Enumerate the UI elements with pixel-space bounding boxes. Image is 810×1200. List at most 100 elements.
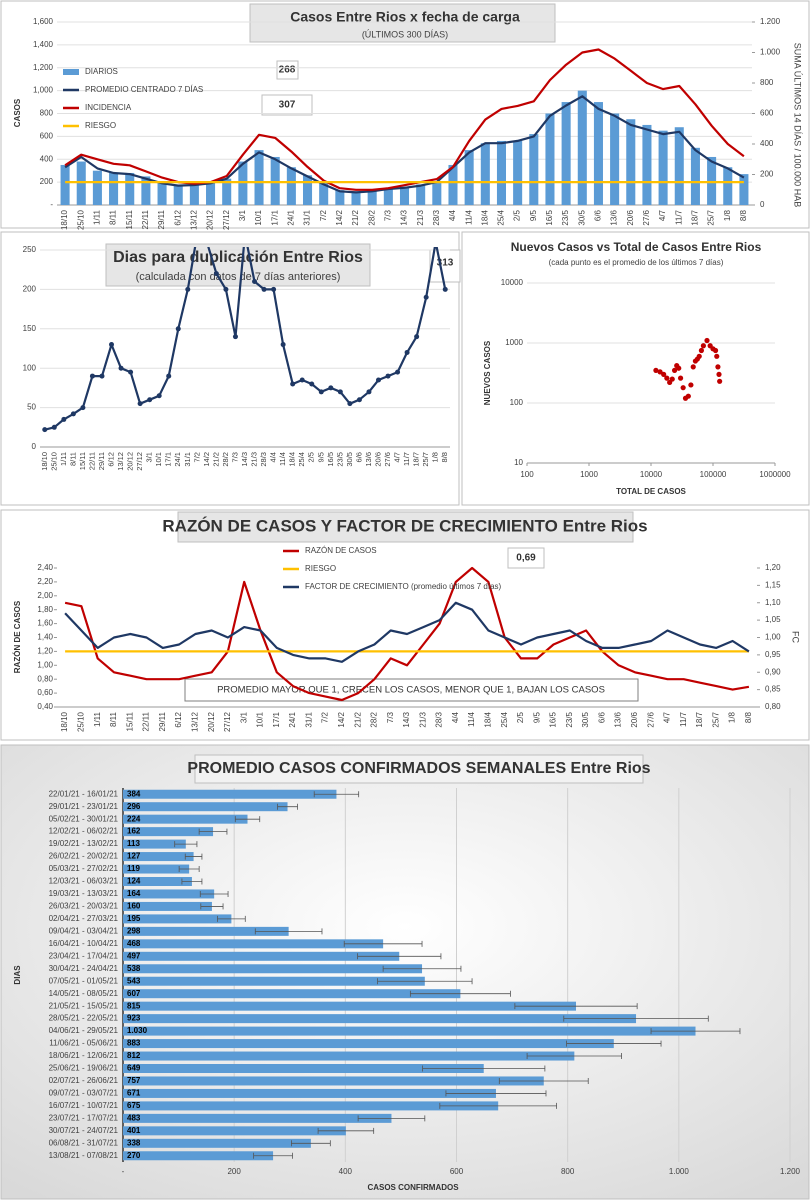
x-tick-label: 27/12 <box>135 452 144 471</box>
y-axis-label: NUEVOS CASOS <box>483 340 492 405</box>
bar <box>123 901 212 911</box>
point <box>716 371 722 377</box>
error-bar <box>563 1015 709 1022</box>
x-tick-label: 20/6 <box>630 711 639 727</box>
error-bar <box>343 940 423 947</box>
y-tick-label: 1,200 <box>33 63 54 72</box>
marker <box>80 405 86 411</box>
x-tick-label: 3/1 <box>239 711 248 723</box>
marker <box>299 377 305 383</box>
x-tick-label: 1/8 <box>723 209 732 221</box>
legend-swatch <box>63 69 79 75</box>
x-tick-label: 200 <box>227 1167 241 1176</box>
x-tick-label: 31/1 <box>304 711 313 727</box>
x-tick-label: 8/8 <box>739 209 748 221</box>
bar <box>123 1151 274 1161</box>
x-tick-label: - <box>122 1167 125 1176</box>
marker <box>175 326 181 332</box>
x-tick-label: 13/12 <box>190 711 199 732</box>
panel <box>461 231 810 506</box>
point <box>653 367 659 373</box>
error-bar <box>317 1127 375 1134</box>
error-bar <box>199 890 229 897</box>
x-tick-label: 6/12 <box>106 452 115 467</box>
y-tick-label: 12/02/21 - 06/02/21 <box>49 827 119 836</box>
chart-title: Casos Entre Rios x fecha de carga <box>290 9 520 25</box>
y-tick-label: 18/06/21 - 12/06/21 <box>49 1051 119 1060</box>
value-label: 160 <box>127 902 141 911</box>
marker <box>70 411 76 417</box>
bar <box>123 1026 696 1036</box>
x-tick-label: 25/4 <box>297 452 306 467</box>
x-tick-label: 6/6 <box>597 711 606 723</box>
y-tick-label: 14/05/21 - 08/05/21 <box>49 989 119 998</box>
bar <box>189 184 199 205</box>
x-tick-label: 10/1 <box>154 452 163 467</box>
point <box>669 376 675 382</box>
error-bar <box>178 866 200 873</box>
point <box>685 393 691 399</box>
x-tick-label: 18/7 <box>412 452 421 467</box>
annotation-box <box>429 249 461 283</box>
x-tick-label: 7/3 <box>386 711 395 723</box>
bar <box>642 124 652 205</box>
annotation: 0,69 <box>516 553 536 564</box>
y-tick-label: 26/02/21 - 20/02/21 <box>49 852 119 861</box>
bar <box>690 147 700 205</box>
y-tick-label: 0,80 <box>765 702 781 711</box>
x-tick-label: 15/11 <box>125 209 134 229</box>
x-tick-label: 3/1 <box>238 209 247 221</box>
x-tick-label: 1/11 <box>93 711 102 727</box>
bar <box>383 187 393 205</box>
x-tick-label: 11/7 <box>674 209 683 225</box>
marker <box>128 369 134 375</box>
bar <box>123 1088 496 1098</box>
y-tick-label: 400 <box>760 139 774 148</box>
bar <box>123 1138 311 1148</box>
y-tick-label: 23/04/21 - 17/04/21 <box>49 951 119 960</box>
y-tick-label: 19/02/21 - 13/02/21 <box>49 839 119 848</box>
x-tick-label: 23/5 <box>561 209 570 225</box>
point <box>700 343 706 349</box>
x-tick-label: 6/12 <box>174 711 183 727</box>
bar <box>335 190 345 205</box>
x-tick-label: 24/1 <box>288 711 297 727</box>
bar <box>496 140 507 205</box>
value-label: 298 <box>127 926 141 935</box>
x-tick-label: 4/4 <box>448 209 457 221</box>
x-tick-label: 7/3 <box>230 452 239 462</box>
x-tick-label: 2/5 <box>513 209 522 221</box>
value-label: 923 <box>127 1014 141 1023</box>
marker <box>223 286 229 292</box>
bar <box>561 102 571 205</box>
bar <box>577 90 587 205</box>
series-line <box>64 566 750 702</box>
x-tick-label: 14/3 <box>240 452 249 467</box>
x-tick-label: 25/7 <box>421 452 430 467</box>
x-tick-label: 400 <box>339 1167 353 1176</box>
value-label: 757 <box>127 1076 141 1085</box>
error-bar <box>526 1053 622 1060</box>
point <box>712 347 719 354</box>
x-tick-label: 800 <box>561 1167 575 1176</box>
x-tick-label: 8/11 <box>68 452 77 466</box>
x-tick-label: 21/2 <box>351 209 360 225</box>
marker <box>42 427 48 433</box>
y-tick-label: 1,20 <box>37 647 53 656</box>
annotation-box <box>261 94 313 116</box>
x-tick-label: 25/10 <box>49 452 58 471</box>
legend-label: RIESGO <box>85 121 116 130</box>
y-tick-label: 0,85 <box>765 685 781 694</box>
x-tick-label: 23/5 <box>565 711 574 727</box>
x-tick-label: 2/5 <box>307 452 316 462</box>
value-label: 124 <box>127 877 141 886</box>
y-tick-label: 06/08/21 - 31/07/21 <box>49 1138 119 1147</box>
y-tick-label: 11/06/21 - 05/06/21 <box>49 1039 118 1048</box>
value-label: 296 <box>127 802 141 811</box>
x-tick-label: 18/10 <box>60 209 69 230</box>
y-tick-label: 150 <box>23 324 37 333</box>
x-tick-label: 6/6 <box>354 452 363 462</box>
bar <box>123 1113 392 1123</box>
point <box>661 371 667 377</box>
y-tick-label: 12/03/21 - 06/03/21 <box>49 877 119 886</box>
